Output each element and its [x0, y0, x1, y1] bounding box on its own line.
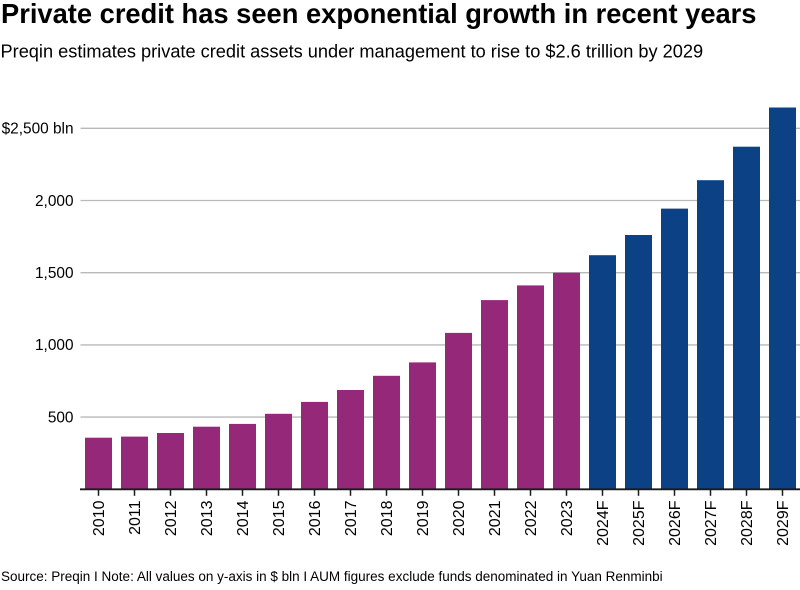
- svg-text:2027F: 2027F: [703, 500, 720, 546]
- svg-text:2028F: 2028F: [739, 500, 756, 546]
- svg-text:2019: 2019: [415, 500, 432, 536]
- svg-text:2015: 2015: [271, 500, 288, 536]
- svg-text:2010: 2010: [91, 500, 108, 536]
- svg-text:2012: 2012: [163, 500, 180, 536]
- svg-text:2013: 2013: [199, 500, 216, 536]
- svg-text:Preqin estimates private credi: Preqin estimates private credit assets u…: [1, 41, 704, 61]
- svg-text:Private credit has seen expone: Private credit has seen exponential grow…: [1, 0, 757, 29]
- svg-text:2011: 2011: [127, 500, 144, 535]
- svg-text:500: 500: [48, 409, 74, 426]
- svg-text:2026F: 2026F: [667, 500, 684, 546]
- svg-text:2022: 2022: [523, 500, 540, 536]
- svg-text:1,500: 1,500: [35, 265, 74, 282]
- svg-text:2018: 2018: [379, 500, 396, 536]
- svg-text:2016: 2016: [307, 500, 324, 536]
- svg-text:$2,500 bln: $2,500 bln: [2, 121, 74, 138]
- svg-text:1,000: 1,000: [35, 337, 74, 354]
- svg-text:2014: 2014: [235, 500, 252, 536]
- svg-text:Source: Preqin I Note: All val: Source: Preqin I Note: All values on y-a…: [1, 569, 663, 584]
- svg-text:2024F: 2024F: [595, 500, 612, 546]
- svg-text:2,000: 2,000: [35, 193, 74, 210]
- svg-text:2025F: 2025F: [631, 500, 648, 546]
- svg-text:2029F: 2029F: [775, 500, 792, 546]
- svg-text:2021: 2021: [487, 500, 504, 536]
- svg-text:2023: 2023: [559, 500, 576, 536]
- svg-text:2020: 2020: [451, 500, 468, 536]
- svg-text:2017: 2017: [343, 500, 360, 536]
